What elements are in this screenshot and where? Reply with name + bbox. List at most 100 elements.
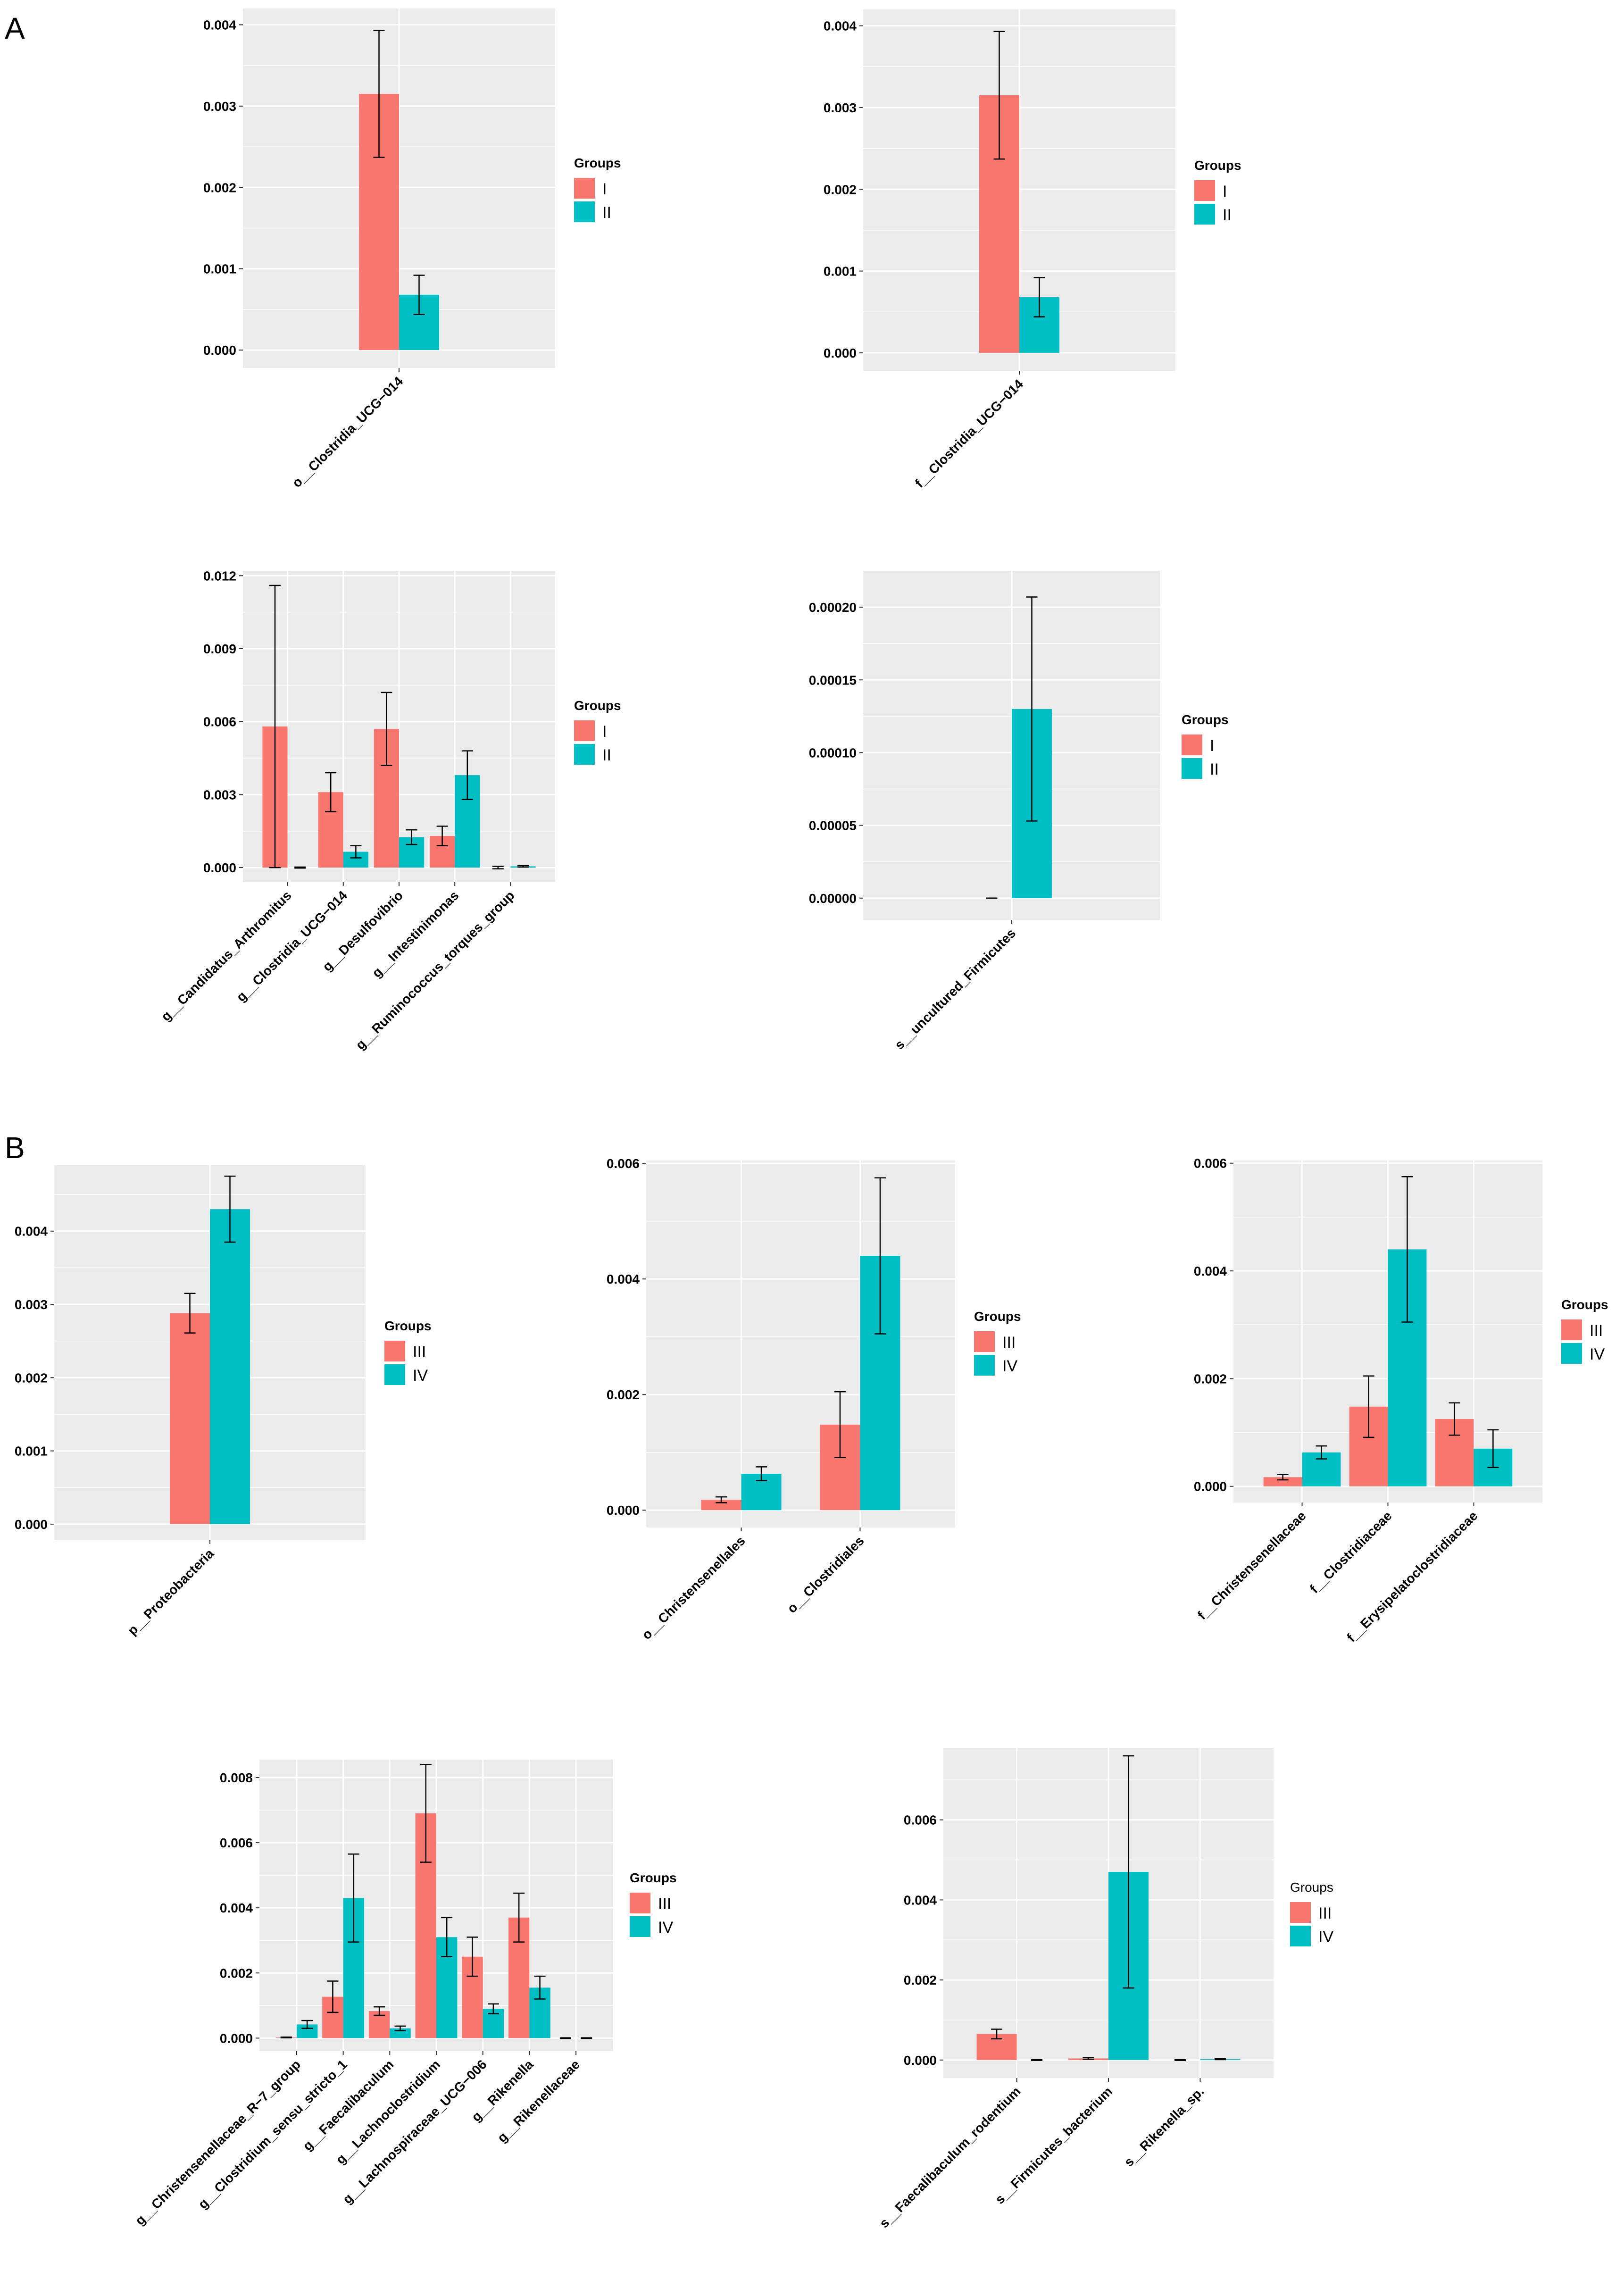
chart-b1: 0.000 0.001 0.002 0.003 0.004 p__Proteobacter… bbox=[15, 1165, 432, 1638]
legend-title: Groups bbox=[974, 1309, 1021, 1324]
y-tick-label: 0.004 bbox=[15, 1224, 48, 1239]
chart-a1: 0.000 0.001 0.002 0.003 0.004 o__Clostridia_U… bbox=[203, 8, 621, 490]
y-tick-label: 0.001 bbox=[15, 1444, 48, 1459]
legend-label-iii: III bbox=[413, 1343, 426, 1361]
legend-key-ii bbox=[574, 744, 595, 765]
y-tick-label: 0.000 bbox=[824, 346, 857, 360]
legend-label-i: I bbox=[602, 723, 607, 741]
legend-key-ii bbox=[1182, 758, 1202, 779]
chart-b3: 0.000 0.002 0.004 0.006 f__Christensenellace… bbox=[1194, 1156, 1608, 1645]
y-tick-label: 0.00020 bbox=[809, 600, 857, 615]
y-tick-label: 0.002 bbox=[607, 1387, 640, 1402]
y-tick-label: 0.000 bbox=[607, 1503, 640, 1518]
legend-label-i: I bbox=[1223, 183, 1227, 200]
y-tick-label: 0.00010 bbox=[809, 745, 857, 760]
y-tick-label: 0.00015 bbox=[809, 673, 857, 687]
legend-key-iv bbox=[1561, 1343, 1582, 1364]
legend-label-iv: IV bbox=[1318, 1928, 1333, 1946]
y-tick-label: 0.000 bbox=[203, 860, 236, 875]
y-tick-label: 0.000 bbox=[904, 2053, 937, 2068]
legend-label-iv: IV bbox=[658, 1919, 673, 1937]
x-tick-label: f__Christensenellaceae bbox=[1195, 1508, 1309, 1622]
y-tick-label: 0.006 bbox=[203, 715, 236, 729]
x-tick-label: f__Clostridiaceae bbox=[1307, 1508, 1395, 1596]
x-tick-label: g__Rikenellaceae bbox=[494, 2057, 583, 2145]
legend: Groups III IV bbox=[974, 1309, 1021, 1376]
y-tick-label: 0.002 bbox=[824, 182, 857, 197]
x-tick-label: o__Christensenellales bbox=[639, 1533, 748, 1642]
chart-b4: 0.000 0.002 0.004 0.006 0.008 g__Christensene… bbox=[133, 1760, 677, 2228]
y-tick-label: 0.002 bbox=[220, 1966, 253, 1980]
panel-letter-b: B bbox=[5, 1131, 25, 1165]
x-tick-label: s__Rikenella_sp. bbox=[1121, 2084, 1207, 2170]
chart-a4: 0.00000 0.00005 0.00010 0.00015 0.00020 s__un… bbox=[809, 571, 1229, 1052]
bar-iii bbox=[170, 1313, 210, 1524]
x-tick-label: s__uncultured_Firmicutes bbox=[892, 926, 1018, 1052]
legend: Groups III IV bbox=[630, 1870, 677, 1937]
legend-label-iii: III bbox=[658, 1895, 671, 1913]
x-tick-label: o__Clostridiales bbox=[784, 1533, 867, 1616]
legend-key-iii bbox=[630, 1893, 650, 1913]
y-tick-label: 0.001 bbox=[824, 264, 857, 279]
legend-title: Groups bbox=[384, 1319, 432, 1333]
y-tick-label: 0.012 bbox=[203, 568, 236, 583]
chart-b2: 0.000 0.002 0.004 0.006 o__Christensenellale… bbox=[607, 1156, 1021, 1642]
y-tick-label: 0.006 bbox=[1194, 1156, 1227, 1171]
panel-letter-a: A bbox=[5, 11, 25, 45]
legend-label-ii: II bbox=[602, 204, 611, 222]
y-tick-label: 0.002 bbox=[203, 180, 236, 195]
y-tick-label: 0.004 bbox=[824, 19, 857, 33]
legend-label-iv: IV bbox=[413, 1367, 428, 1385]
legend-label-iv: IV bbox=[1002, 1357, 1017, 1375]
legend-key-iv bbox=[630, 1916, 650, 1937]
legend-label-ii: II bbox=[1210, 760, 1219, 778]
y-tick-label: 0.003 bbox=[824, 100, 857, 115]
legend-label-iv: IV bbox=[1590, 1345, 1605, 1363]
x-tick-label: p__Proteobacteria bbox=[125, 1546, 217, 1638]
y-tick-label: 0.004 bbox=[203, 17, 236, 32]
y-tick-label: 0.000 bbox=[1194, 1479, 1227, 1494]
bar-iii bbox=[1263, 1477, 1302, 1486]
legend-key-i bbox=[574, 178, 595, 199]
y-tick-label: 0.002 bbox=[904, 1973, 937, 1987]
bar-iii bbox=[701, 1500, 741, 1511]
legend-key-iv bbox=[384, 1364, 405, 1385]
y-tick-label: 0.00005 bbox=[809, 818, 857, 833]
y-tick-label: 0.002 bbox=[15, 1370, 48, 1385]
legend: Groups III IV bbox=[1290, 1880, 1333, 1946]
y-tick-label: 0.001 bbox=[203, 262, 236, 276]
legend-key-iii bbox=[1290, 1902, 1311, 1923]
x-tick-label: g__Clostridia_UCG−014 bbox=[233, 888, 350, 1004]
y-tick-label: 0.004 bbox=[1194, 1264, 1227, 1278]
legend-key-i bbox=[1182, 735, 1202, 755]
y-tick-label: 0.004 bbox=[607, 1272, 640, 1286]
x-tick-label: s__Faecalibaculum_rodentium bbox=[876, 2084, 1023, 2230]
legend-key-iii bbox=[1561, 1319, 1582, 1340]
y-tick-label: 0.006 bbox=[607, 1156, 640, 1171]
legend-title: Groups bbox=[1182, 712, 1229, 727]
legend: Groups III IV bbox=[1561, 1297, 1608, 1364]
legend-title: Groups bbox=[1561, 1297, 1608, 1312]
legend-label-ii: II bbox=[1223, 206, 1232, 224]
y-tick-label: 0.006 bbox=[220, 1836, 253, 1850]
bar-iv bbox=[210, 1209, 250, 1524]
chart-a3: 0.0000.0030.0060.0090.012g__Candidatus_A… bbox=[158, 568, 621, 1052]
x-tick-label: o__Clostridia_UCG−014 bbox=[289, 374, 406, 490]
legend-key-i bbox=[574, 720, 595, 741]
y-tick-label: 0.006 bbox=[904, 1813, 937, 1828]
legend-key-i bbox=[1194, 180, 1215, 201]
y-tick-label: 0.003 bbox=[203, 787, 236, 802]
y-tick-label: 0.004 bbox=[904, 1893, 937, 1907]
legend-key-iv bbox=[1290, 1926, 1311, 1946]
x-tick-label: g__Faecalibaculum bbox=[300, 2057, 397, 2154]
legend-title: Groups bbox=[630, 1870, 677, 1885]
legend-label-i: I bbox=[602, 180, 607, 198]
y-tick-label: 0.008 bbox=[220, 1770, 253, 1785]
x-tick-label: f__Clostridia_UCG−014 bbox=[912, 376, 1026, 491]
legend-key-iii bbox=[384, 1341, 405, 1361]
legend-title: Groups bbox=[1290, 1880, 1333, 1895]
